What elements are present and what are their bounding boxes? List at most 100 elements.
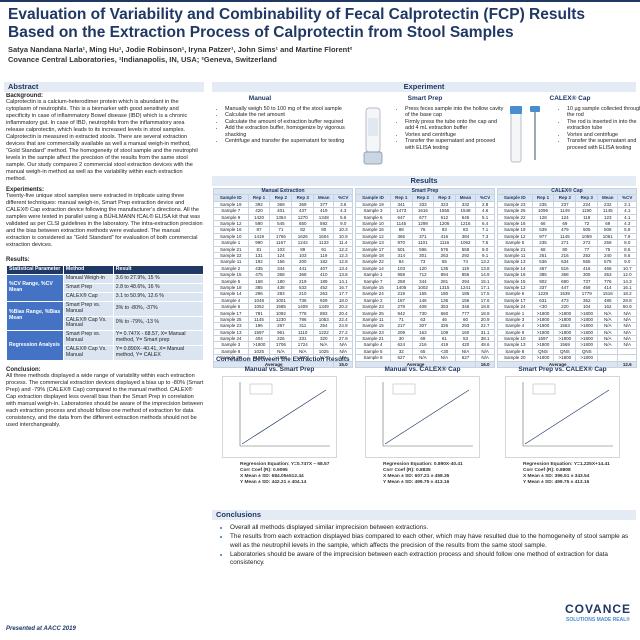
table-row: CALEX® Cap Vs. Manual Y= 0.890X- 40.41, X… <box>7 345 204 362</box>
step: Manually weigh 50 to 100 mg of the stool… <box>225 106 345 112</box>
table-row: %CV Range, %CV Mean Manual Weigh-in 3.6 to… <box>6 273 204 302</box>
table-cell: 182 <box>313 258 335 266</box>
table-row: Sample 15 475 368 368 410 13.8 <box>213 271 353 279</box>
table-cell: Smart Prep vs. Manual <box>62 330 114 347</box>
table-cell: 1222 <box>313 328 335 337</box>
table-cell: 2.8 to 48.6%, 16 % <box>112 282 204 293</box>
paragraph: Twenty-five unique stool samples were ex… <box>6 192 203 248</box>
subheading: Conclusion: <box>6 367 41 374</box>
stat-line: Regression Equation: Y=0.747X – 68.57 <box>240 462 330 467</box>
table-row: Sample 19 341 333 323 332 2.8 <box>355 200 495 209</box>
top-rule <box>0 0 640 2</box>
table-row: CALEX® Cap 3.1 to 50.9%, 12.6 % <box>7 291 204 302</box>
table-cell: 1516 <box>597 290 619 298</box>
scatter-plot-frame <box>365 376 480 458</box>
legend-box <box>532 383 556 395</box>
stat-line: Y Mean ± SD: 499.75 ± 413.16 <box>523 480 590 485</box>
table-cell: 10.7 <box>617 264 637 273</box>
table-cell: 65 <box>433 258 456 266</box>
stat-line: Y Mean ± SD: 499.75 ± 413.16 <box>383 480 450 485</box>
table-cell: 452 <box>313 283 335 292</box>
table-row: Sample 10 1419 1766 1626 1604 10.9 <box>213 232 353 241</box>
table-cell: 20.2 <box>333 302 353 311</box>
table-cell: 414 <box>597 283 619 292</box>
stat-line: Regression Equation: 0.890X-40.41 <box>383 462 463 467</box>
device-illustration <box>363 107 383 165</box>
table-cell: N/A <box>475 354 495 362</box>
table-cell: 18.8 <box>475 302 495 311</box>
section-heading: Conclusions <box>212 510 636 520</box>
table-row: Sample 17 501 596 576 558 9.0 <box>355 245 495 253</box>
average-value: 16.0 <box>475 360 495 368</box>
table-cell: 419 <box>433 341 456 349</box>
table-row: Sample 24 219 155 180 185 17.5 <box>355 290 495 298</box>
scatter-plot-frame <box>222 376 337 458</box>
table-row: Sample 23 209 163 109 160 31.1 <box>355 328 495 337</box>
table-header-row: Sample ID Rep 1 Rep 2 Rep 3 Mean %CV <box>213 194 353 202</box>
stat-line: X Mean ± SD: 684.05±512.44 <box>240 474 304 479</box>
table-cell: 22.4 <box>333 315 353 324</box>
table-row: Sample 4 >1800 1563 >1800 N/A N/A <box>497 322 637 330</box>
table-cell: 135 <box>433 264 456 273</box>
table-row: Sample 13 >1800 1569 >1800 N/A N/A <box>497 341 637 349</box>
table-cell: 14.1 <box>333 277 353 285</box>
table-row: Sample 13 536 634 555 575 9.0 <box>497 258 637 266</box>
table-cell: 353 <box>433 302 456 311</box>
results-table: Manual Extraction Sample ID Rep 1 Rep 2 Rep … <box>212 187 353 368</box>
table-row: Sample 14 103 120 135 119 13.8 <box>355 264 495 273</box>
table-cell: Sample 23 <box>355 302 391 311</box>
parameter-cell: Regression Analysis <box>6 330 64 362</box>
stat-line: Y Mean ± SD: 442.21 ± 404.14 <box>240 480 307 485</box>
table-row: Sample 15 902 690 737 776 14.3 <box>497 277 637 285</box>
average-label: Average <box>496 360 619 368</box>
table-cell: N/A <box>617 334 637 343</box>
table-cell: 119 <box>313 251 335 260</box>
table-header-row: Sample ID Rep 1 Rep 2 Rep 3 Mean %CV <box>497 194 637 202</box>
table-row: Sample 2 435 344 441 407 13.4 <box>213 264 353 273</box>
table-cell: 14.9 <box>475 271 495 279</box>
paragraph: All three methods displayed a wide range… <box>6 373 204 429</box>
table-row: Sample 21 30 69 61 53 38.1 <box>355 334 495 343</box>
table-cell: Sample 8 <box>355 354 391 362</box>
column-header: Statistical Parameter <box>6 264 64 275</box>
table-row: Sample 11 71 63 46 60 20.9 <box>355 315 495 324</box>
table-cell: 3.1 to 50.9%, 12.6 % <box>112 291 204 302</box>
table-cell: 180 <box>433 290 456 298</box>
table-row: Sample 1 990 1167 1242 1133 11.4 <box>213 239 353 247</box>
table-cell: 3% to -80%, -37% <box>112 300 204 317</box>
fit-line <box>524 389 610 445</box>
column-header: Result <box>112 264 204 275</box>
table-cell: 17.6 <box>475 296 495 305</box>
table-row: Sample 6 1052 1585 1409 1349 20.2 <box>213 302 353 311</box>
table-cell: Y= 0.747X - 68.57, X= Manual method, Y= … <box>112 330 204 347</box>
table-row: Sample 1 958 712 894 855 14.9 <box>355 271 495 279</box>
table-cell: N/A <box>333 354 353 362</box>
results-summary-table: Statistical Parameter Method Result %CV Ran… <box>6 264 204 362</box>
table-cell: 263 <box>313 290 335 298</box>
table-cell: N/A <box>333 347 353 356</box>
step: Vortex and centrifuge <box>567 132 640 138</box>
table-cell: N/A <box>617 309 637 317</box>
method-steps: Press feces sample into the hollow cavit… <box>398 106 505 151</box>
table-row: Sample 8 1025 N/A N/A 1025 N/A <box>213 347 353 356</box>
step: Transfer the supernatant and proceed wit… <box>567 138 640 151</box>
table-row: Sample 8 627 N/A N/A 627 N/A <box>355 354 495 362</box>
table-cell: 27.2 <box>333 328 353 337</box>
subheading: Background: <box>6 93 44 99</box>
table-cell: 1315 <box>433 283 456 292</box>
average-label: Average <box>212 360 335 368</box>
table-cell: 16.7 <box>333 283 353 292</box>
table-row: Sample 12 977 1145 1059 1061 7.9 <box>497 232 637 241</box>
table-row: Sample 1 >1800 >1800 >1800 N/A N/A <box>497 309 637 317</box>
table-row: Sample 20 >1800 >1800 >1800 N/A N/A <box>213 354 353 362</box>
table-cell: 1053 <box>313 315 335 324</box>
table-row: Sample 18 385 368 305 353 12.0 <box>497 271 637 279</box>
table-cell: 13.8 <box>333 271 353 279</box>
table-row: %Bias Range, %Bias Mean Smart Prep vs. Ma… <box>6 300 204 332</box>
table-row: Sample 6 647 677 612 645 5.1 <box>355 213 495 221</box>
regression-stats: Regression Equation: 0.890X-40.41 Corr Co… <box>383 462 493 486</box>
table-cell: CALEX® Cap <box>62 291 114 302</box>
table-cell: 8.6 <box>617 251 637 260</box>
table-cell: <30 <box>433 347 456 356</box>
